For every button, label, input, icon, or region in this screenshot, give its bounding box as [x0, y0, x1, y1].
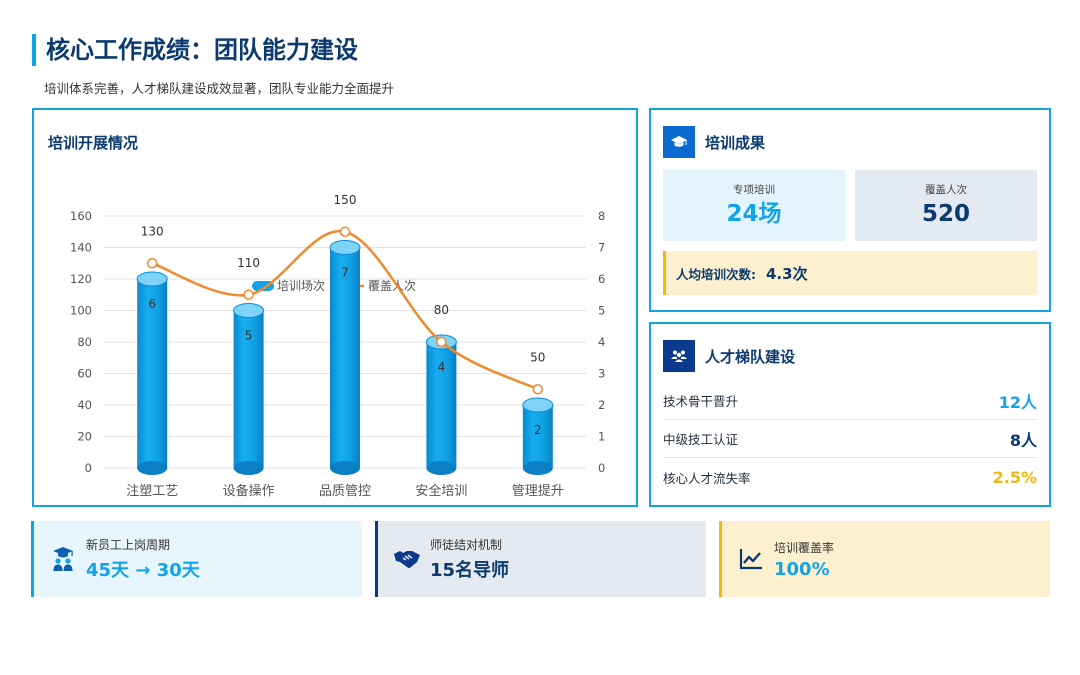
x-tick-label: 注塑工艺	[126, 484, 178, 499]
bar-cap	[522, 397, 554, 413]
bar-cap	[233, 303, 265, 318]
stat-coverage: 覆盖人次 520	[855, 170, 1037, 241]
talent-value: 2.5%	[992, 467, 1037, 487]
results-card-title: 培训成果	[705, 133, 766, 152]
y-right-tick-label: 7	[598, 241, 605, 255]
graduation-cap-icon	[663, 126, 695, 158]
y-right-tick-label: 8	[598, 209, 605, 223]
talent-label: 技术骨干晋升	[663, 394, 739, 409]
training-chart: 0 20 40 60 80 100 120 140 160 0 1 2 3 4 5 6 7 8 培训场次 覆盖人次 6 注…	[70, 193, 605, 499]
kpi-value: 15名导师	[430, 560, 510, 581]
graduate-people-icon	[48, 544, 78, 574]
bar	[426, 342, 457, 468]
stat-value: 520	[921, 201, 970, 227]
bar-data-label: 2	[534, 423, 542, 437]
kpi-label: 师徒结对机制	[430, 538, 503, 552]
stat-label: 覆盖人次	[925, 184, 967, 196]
page-title: 核心工作成绩：团队能力建设	[46, 36, 358, 64]
talent-value: 8人	[1009, 430, 1037, 450]
kpi-coverage-rate: 培训覆盖率 100%	[719, 521, 1050, 597]
bar	[233, 310, 264, 468]
talent-card-header: 人才梯队建设	[663, 340, 795, 372]
y-left-tick-label: 80	[77, 335, 92, 349]
kpi-onboarding-cycle: 新员工上岗周期 45天 → 30天	[31, 521, 362, 597]
handshake-icon	[392, 544, 422, 574]
line-point	[436, 336, 447, 348]
line-data-label: 50	[530, 350, 545, 364]
y-left-tick-label: 140	[70, 241, 92, 255]
bar-base	[330, 461, 360, 475]
y-right-tick-label: 6	[598, 272, 605, 286]
team-icon	[663, 340, 695, 372]
talent-label: 中级技工认证	[663, 432, 739, 447]
y-left-tick-label: 0	[85, 461, 92, 475]
kpi-label: 培训覆盖率	[774, 540, 835, 555]
y-right-tick-label: 5	[598, 304, 605, 318]
talent-list: 技术骨干晋升 12人 中级技工认证 8人 核心人才流失率 2.5%	[663, 382, 1037, 496]
talent-pipeline-card: 人才梯队建设 技术骨干晋升 12人 中级技工认证 8人 核心人才流失率 2.5%	[649, 322, 1051, 507]
line-data-label: 130	[141, 224, 164, 238]
line-point	[339, 226, 351, 237]
average-training-value: 4.3次	[766, 264, 808, 283]
bar-base	[233, 461, 264, 475]
talent-row-certification: 中级技工认证 8人	[663, 420, 1037, 458]
y-right-tick-label: 1	[598, 430, 605, 444]
stat-special-training: 专项培训 24场	[663, 170, 845, 241]
bar	[330, 247, 360, 468]
results-card-header: 培训成果	[663, 126, 765, 158]
y-right-tick-label: 4	[598, 335, 605, 349]
line-data-label: 80	[434, 303, 449, 317]
talent-card-title: 人才梯队建设	[705, 347, 796, 366]
y-right-tick-label: 2	[598, 398, 605, 412]
bar	[137, 279, 168, 468]
chart-card-title: 培训开展情况	[48, 134, 139, 152]
bar-cap	[136, 271, 168, 287]
y-left-tick-label: 60	[77, 367, 92, 381]
kpi-mentorship: 师徒结对机制 15名导师	[375, 521, 706, 597]
bar-base	[137, 461, 168, 475]
line-data-label: 110	[237, 256, 260, 270]
training-chart-card: 培训开展情况 0 20 40 60 80 100 120 140 160 0 1 2 3 4 5 6 7 8 培训场…	[32, 108, 638, 507]
x-tick-label: 安全培训	[415, 483, 467, 499]
y-left-tick-label: 120	[70, 272, 92, 286]
line-point	[532, 384, 544, 395]
bar-base	[426, 461, 457, 475]
talent-value: 12人	[998, 392, 1037, 412]
stat-label: 专项培训	[733, 184, 775, 196]
stat-value: 24场	[726, 201, 782, 227]
y-right-tick-label: 0	[598, 461, 605, 475]
talent-row-promotion: 技术骨干晋升 12人	[663, 382, 1037, 420]
line-chart-icon	[736, 544, 766, 574]
kpi-label: 新员工上岗周期	[86, 538, 171, 552]
line-point	[146, 258, 158, 269]
kpi-value: 45天 → 30天	[86, 560, 200, 581]
average-training-box: 人均培训次数: 4.3次	[663, 251, 1037, 295]
bar-data-label: 7	[341, 266, 349, 280]
average-training-label: 人均培训次数:	[676, 266, 756, 282]
y-left-tick-label: 20	[77, 430, 92, 444]
bar-cap	[329, 240, 361, 255]
y-left-tick-label: 160	[70, 209, 92, 223]
talent-row-attrition: 核心人才流失率 2.5%	[663, 458, 1037, 496]
line-data-label: 150	[334, 193, 357, 207]
training-results-card: 培训成果 专项培训 24场 覆盖人次 520 人均培训次数: 4.3次	[649, 108, 1051, 312]
talent-label: 核心人才流失率	[663, 470, 751, 486]
y-left-tick-label: 40	[77, 398, 92, 412]
y-right-tick-label: 3	[598, 367, 605, 381]
x-tick-label: 管理提升	[512, 483, 564, 499]
line-point	[243, 289, 254, 300]
bar-base	[522, 461, 553, 475]
x-tick-label: 设备操作	[223, 483, 275, 499]
kpi-value: 100%	[774, 558, 830, 580]
bar-data-label: 4	[438, 360, 446, 374]
page-subtitle: 培训体系完善，人才梯队建设成效显著，团队专业能力全面提升	[44, 81, 395, 96]
y-left-tick-label: 100	[70, 304, 92, 318]
bar-data-label: 5	[245, 329, 253, 343]
title-accent-bar	[32, 34, 36, 66]
bar	[522, 405, 553, 468]
bar-data-label: 6	[148, 297, 156, 311]
legend-line-label: 覆盖人次	[368, 279, 416, 293]
legend-bar-label: 培训场次	[277, 278, 325, 293]
x-tick-label: 品质管控	[319, 484, 371, 499]
